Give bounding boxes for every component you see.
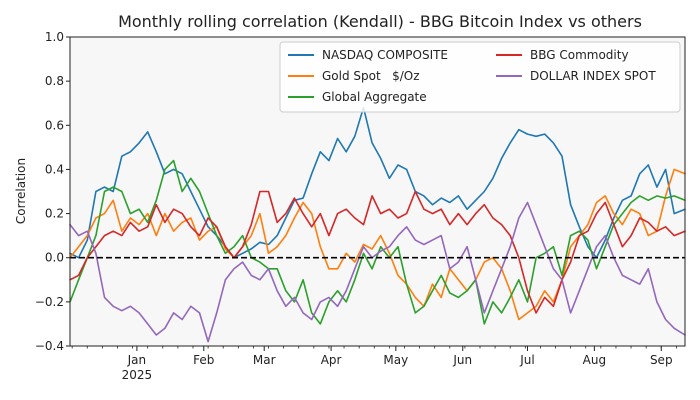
x-tick-sublabel: 2025 — [122, 368, 153, 382]
x-tick-label: Mar — [253, 353, 276, 367]
plot-frame — [69, 36, 686, 347]
y-tick-label: 0.2 — [45, 207, 64, 221]
legend-label-global-aggregate: Global Aggregate — [322, 90, 427, 104]
x-tick-label: Feb — [193, 353, 214, 367]
series-line-nasdaq-composite — [69, 106, 686, 259]
y-axis: −0.4 −0.2 0.0 0.2 0.4 0.6 0.8 1.0 — [35, 30, 70, 353]
y-tick-label: −0.2 — [35, 295, 64, 309]
x-tick-label: Jan — [127, 353, 147, 367]
legend-label-dollar-index-spot: DOLLAR INDEX SPOT — [530, 69, 656, 83]
series-line-dollar-index-spot — [69, 201, 686, 343]
legend: NASDAQ COMPOSITE Gold Spot $/Oz Global Agg… — [279, 41, 681, 113]
x-tick-label: Aug — [583, 353, 606, 367]
y-tick-label: 0.8 — [45, 74, 64, 88]
legend-label-bbg-commodity: BBG Commodity — [530, 48, 629, 62]
x-tick-label: Jun — [452, 353, 472, 367]
x-tick-label: May — [383, 353, 408, 367]
series-line-bbg-commodity — [69, 190, 686, 314]
y-tick-label: 1.0 — [45, 30, 64, 44]
legend-label-gold-spot-oz: Gold Spot $/Oz — [322, 69, 420, 83]
x-tick-label: Jul — [519, 353, 534, 367]
y-tick-label: 0.6 — [45, 118, 64, 132]
y-tick-label: −0.4 — [35, 339, 64, 353]
y-tick-label: 0.0 — [45, 251, 64, 265]
legend-box — [279, 41, 681, 113]
y-tick-label: 0.4 — [45, 162, 64, 176]
x-tick-label: Apr — [321, 353, 342, 367]
x-tick-label: Sep — [650, 353, 673, 367]
legend-label-nasdaq-composite: NASDAQ COMPOSITE — [322, 48, 448, 62]
chart-title: Monthly rolling correlation (Kendall) - … — [118, 12, 642, 31]
y-axis-label: Correlation — [14, 158, 28, 224]
